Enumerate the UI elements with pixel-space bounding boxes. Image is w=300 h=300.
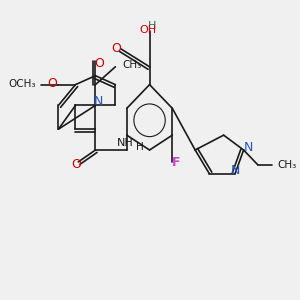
- Text: N: N: [94, 95, 103, 108]
- Text: O: O: [48, 76, 58, 90]
- Text: NH: NH: [117, 138, 134, 148]
- Text: CH₃: CH₃: [122, 60, 142, 70]
- Text: N: N: [244, 140, 253, 154]
- Text: OCH₃: OCH₃: [9, 79, 36, 89]
- Text: CH₃: CH₃: [278, 160, 297, 170]
- Text: O: O: [94, 57, 104, 70]
- Text: H: H: [148, 21, 157, 31]
- Text: O: O: [111, 42, 121, 55]
- Text: H: H: [136, 142, 143, 152]
- Text: OH: OH: [140, 25, 157, 35]
- Text: N: N: [231, 164, 240, 177]
- Text: O: O: [71, 158, 81, 171]
- Text: F: F: [172, 156, 180, 169]
